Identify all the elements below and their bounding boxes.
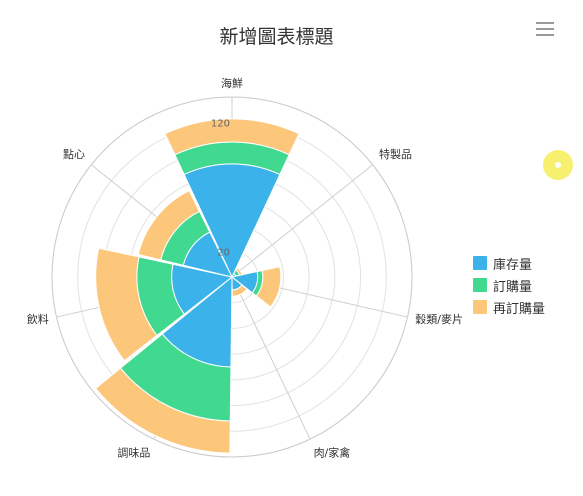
bar-segment bbox=[164, 118, 300, 156]
bar-segment bbox=[137, 189, 201, 261]
legend-item[interactable]: 訂購量 bbox=[473, 274, 545, 296]
radial-tick-label: 120 bbox=[211, 119, 230, 130]
legend-item[interactable]: 再訂購量 bbox=[473, 296, 545, 318]
legend-item[interactable]: 庫存量 bbox=[473, 252, 545, 274]
category-label: 海鮮 bbox=[221, 76, 243, 90]
category-label: 飲料 bbox=[27, 312, 49, 326]
legend-label: 再訂購量 bbox=[493, 301, 546, 317]
radial-tick-label: 20 bbox=[217, 247, 230, 258]
category-label: 調味品 bbox=[117, 445, 150, 459]
legend-swatch bbox=[473, 278, 487, 292]
legend: 庫存量 訂購量 再訂購量 bbox=[473, 252, 545, 318]
chart-title: 新增圖表標題 bbox=[219, 26, 334, 48]
bar-segment bbox=[255, 266, 282, 308]
axis-line bbox=[231, 164, 374, 278]
bar-segment bbox=[95, 247, 158, 362]
legend-swatch bbox=[473, 256, 487, 270]
hamburger-menu-icon[interactable] bbox=[536, 22, 554, 36]
category-label: 肉/家禽 bbox=[314, 445, 351, 459]
legend-swatch bbox=[473, 300, 487, 314]
category-label: 特製品 bbox=[379, 147, 412, 161]
category-label: 點心 bbox=[63, 148, 85, 161]
legend-label: 訂購量 bbox=[493, 279, 533, 295]
bar-segment bbox=[94, 367, 231, 454]
category-label: 穀類/麥片 bbox=[415, 313, 463, 326]
legend-label: 庫存量 bbox=[493, 257, 533, 273]
axis-line bbox=[231, 276, 311, 440]
cursor-highlight bbox=[543, 150, 573, 180]
